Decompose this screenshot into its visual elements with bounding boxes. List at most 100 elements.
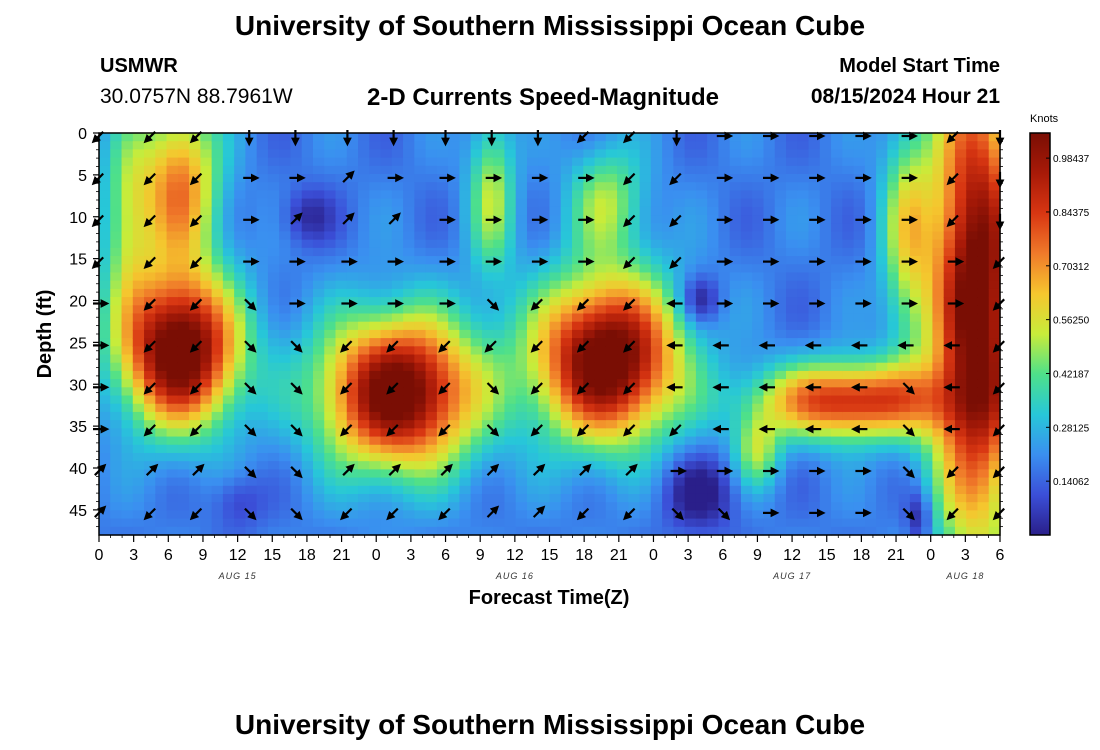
heatmap-cell [155, 477, 168, 487]
heatmap-cell [358, 165, 370, 175]
heatmap-cell [932, 264, 945, 274]
heatmap-cell [662, 526, 674, 536]
heatmap-cell [177, 190, 190, 200]
heatmap-cell [988, 518, 1001, 528]
heatmap-cell [594, 272, 607, 282]
heatmap-cell [673, 313, 686, 323]
heatmap-cell [436, 256, 449, 265]
heatmap-cell [211, 436, 224, 446]
heatmap-cell [695, 264, 708, 274]
heatmap-cell [943, 256, 956, 265]
heatmap-cell [977, 149, 990, 159]
heatmap-cell [549, 387, 562, 397]
heatmap-cell [684, 256, 697, 265]
heatmap-cell [909, 206, 922, 216]
heatmap-cell [110, 329, 123, 339]
heatmap-cell [436, 157, 449, 167]
heatmap-cell [729, 452, 742, 462]
heatmap-cell [662, 280, 674, 290]
heatmap-cell [808, 223, 821, 233]
heatmap-cell [876, 272, 888, 282]
heatmap-cell [909, 428, 922, 438]
heatmap-cell [819, 133, 832, 142]
heatmap-cell [549, 264, 562, 274]
heatmap-cell [695, 477, 708, 487]
heatmap-cell [718, 198, 731, 208]
heatmap-cell [459, 403, 472, 413]
heatmap-cell [763, 346, 776, 356]
heatmap-cell [267, 510, 280, 520]
heatmap-cell [628, 354, 641, 364]
current-vector-arrow [143, 507, 156, 521]
colorbar-tick-label: 0.14062 [1053, 477, 1090, 488]
heatmap-cell [245, 239, 258, 249]
heatmap-cell [819, 338, 832, 347]
heatmap-cell [988, 379, 1001, 388]
heatmap-cell [391, 149, 404, 159]
heatmap-cell [617, 239, 629, 249]
current-vector-arrow [669, 214, 682, 228]
heatmap-cell [504, 370, 517, 380]
heatmap-cell [504, 206, 517, 216]
heatmap-cell [425, 141, 438, 150]
heatmap-cell [639, 297, 652, 306]
heatmap-cell [414, 461, 427, 470]
heatmap-cell [853, 444, 866, 454]
heatmap-cell [763, 264, 776, 274]
heatmap-cell [864, 428, 877, 438]
heatmap-cell [256, 190, 269, 200]
heatmap-cell [369, 198, 382, 208]
heatmap-cell [301, 477, 314, 487]
heatmap-cell [876, 338, 888, 347]
heatmap-cell [808, 379, 821, 388]
heatmap-cell [774, 485, 787, 495]
heatmap-cell [110, 157, 123, 167]
model-start-label: Model Start Time [839, 55, 1000, 77]
heatmap-cell [921, 346, 934, 356]
heatmap-cell [380, 379, 393, 388]
heatmap-cell [177, 387, 190, 397]
heatmap-cell [673, 411, 686, 421]
heatmap-cell [346, 502, 359, 511]
heatmap-cell [459, 297, 472, 306]
heatmap-cell [448, 461, 460, 470]
heatmap-cell [740, 182, 753, 192]
heatmap-cell [391, 157, 404, 167]
heatmap-cell [729, 215, 742, 224]
heatmap-cell [650, 493, 663, 503]
heatmap-cell [853, 149, 866, 159]
heatmap-cell [628, 223, 641, 233]
heatmap-cell [324, 461, 337, 470]
heatmap-cell [639, 247, 652, 257]
heatmap-cell [391, 444, 404, 454]
heatmap-cell [369, 477, 382, 487]
heatmap-cell [831, 518, 843, 528]
heatmap-cell [481, 346, 494, 356]
heatmap-cell [132, 461, 145, 470]
heatmap-cell [763, 452, 776, 462]
heatmap-cell [493, 272, 506, 282]
heatmap-cell [617, 297, 629, 306]
heatmap-cell [684, 141, 697, 150]
heatmap-cell [369, 510, 382, 520]
heatmap-cell [267, 338, 280, 347]
heatmap-cell [549, 379, 562, 388]
heatmap-cell [662, 174, 674, 183]
heatmap-cell [673, 338, 686, 347]
heatmap-cell [121, 206, 134, 216]
heatmap-cell [515, 379, 528, 388]
heatmap-cell [684, 182, 697, 192]
heatmap-cell [526, 313, 539, 323]
heatmap-cell [774, 403, 787, 413]
heatmap-cell [752, 182, 765, 192]
heatmap-cell [853, 510, 866, 520]
heatmap-cell [943, 165, 956, 175]
heatmap-cell [403, 502, 415, 511]
current-vector-arrow [532, 505, 546, 518]
heatmap-cell [639, 174, 652, 183]
heatmap-cell [797, 444, 810, 454]
heatmap-cell [876, 321, 888, 331]
heatmap-cell [403, 231, 415, 241]
heatmap-cell [132, 264, 145, 274]
heatmap-cell [166, 256, 179, 265]
